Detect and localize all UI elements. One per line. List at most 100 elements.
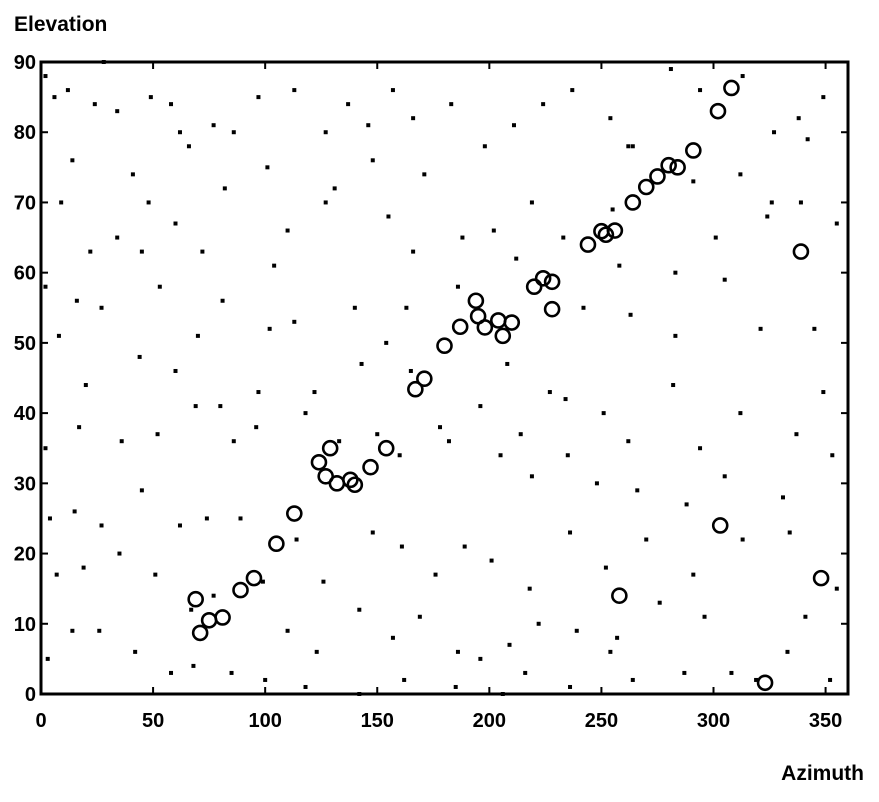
open-circle-point <box>709 102 727 120</box>
dot-point <box>449 102 454 107</box>
dot-point <box>303 684 308 689</box>
dot-point <box>173 221 178 226</box>
dot-point <box>565 453 570 458</box>
open-circle-point <box>310 453 328 471</box>
dot-point <box>402 677 407 682</box>
dot-point <box>713 235 718 240</box>
dot-point <box>698 446 703 451</box>
dot-point <box>828 677 833 682</box>
open-circle-point <box>377 439 395 457</box>
x-tick-label: 150 <box>361 710 394 732</box>
dot-point <box>523 670 528 675</box>
dot-point <box>99 305 104 310</box>
dot-point <box>460 235 465 240</box>
dot-point <box>630 144 635 149</box>
dot-point <box>698 88 703 93</box>
open-circle-point <box>597 226 615 244</box>
open-circle-point <box>606 222 624 239</box>
dot-point <box>52 95 57 100</box>
x-tick-label: 200 <box>473 710 506 732</box>
dot-point <box>417 614 422 619</box>
dot-point <box>455 649 460 654</box>
dot-point <box>455 284 460 289</box>
dot-point <box>231 130 236 135</box>
dot-point <box>139 488 144 493</box>
open-circle-point <box>624 194 642 211</box>
dot-point <box>323 130 328 135</box>
dot-point <box>568 684 573 689</box>
open-circle-point <box>660 156 677 174</box>
dot-point <box>803 614 808 619</box>
dot-point <box>478 656 483 661</box>
open-circle-point <box>593 222 610 240</box>
dot-point <box>119 439 124 444</box>
dot-point <box>601 411 606 416</box>
dot-point <box>397 453 402 458</box>
y-tick-label: 90 <box>14 52 36 74</box>
dot-point <box>323 200 328 205</box>
open-circle-point <box>245 569 263 587</box>
dot-point <box>321 579 326 584</box>
dot-point <box>729 670 734 675</box>
open-circle-point <box>407 380 424 398</box>
open-circle-point <box>649 168 666 185</box>
dot-point <box>337 439 342 444</box>
dot-point <box>256 95 261 100</box>
open-circle-point <box>321 439 339 457</box>
dot-point <box>738 411 743 416</box>
dot-point <box>229 670 234 675</box>
dot-point <box>608 649 613 654</box>
dot-point <box>97 628 102 633</box>
dot-point <box>173 368 178 373</box>
open-circle-point <box>342 471 359 489</box>
dot-point <box>478 404 483 409</box>
open-circle-point <box>685 142 702 159</box>
dot-point <box>384 340 389 345</box>
dot-point <box>399 544 404 549</box>
open-circle-point <box>792 243 810 260</box>
dot-point <box>267 326 272 331</box>
dot-point <box>482 144 487 149</box>
dot-point <box>702 614 707 619</box>
dot-point <box>263 677 268 682</box>
open-circle-point <box>525 278 543 296</box>
y-tick-label: 80 <box>14 122 36 144</box>
dot-point <box>359 361 364 366</box>
x-axis: 0 50 100 150 200 250 300 350 <box>35 62 842 732</box>
dot-point <box>256 390 261 395</box>
dot-point <box>529 474 534 479</box>
dot-point <box>453 684 458 689</box>
dot-point <box>635 488 640 493</box>
dot-point <box>115 109 120 114</box>
dot-point <box>498 453 503 458</box>
dot-point <box>386 214 391 219</box>
dot-point <box>785 649 790 654</box>
dot-point <box>204 516 209 521</box>
y-tick-label: 10 <box>14 614 36 636</box>
y-axis: 0 10 20 30 40 50 60 70 80 90 <box>14 52 848 706</box>
dot-point <box>292 88 297 93</box>
dot-point <box>740 537 745 542</box>
x-tick-label: 50 <box>142 710 164 732</box>
dot-point <box>189 607 194 612</box>
dot-point <box>404 305 409 310</box>
dot-point <box>195 333 200 338</box>
dot-point <box>794 432 799 437</box>
dot-point <box>139 249 144 254</box>
dot-point <box>617 263 622 268</box>
dot-point <box>433 572 438 577</box>
dot-point <box>56 333 61 338</box>
dot-point <box>821 390 826 395</box>
x-tick-label: 250 <box>585 710 618 732</box>
dot-point <box>130 172 135 177</box>
open-circle-point <box>191 624 209 642</box>
dot-point <box>153 572 158 577</box>
open-circle-point <box>436 337 453 354</box>
dot-point <box>574 628 579 633</box>
plot-area-frame <box>39 60 850 696</box>
dot-point <box>505 361 510 366</box>
dot-point <box>238 516 243 521</box>
dot-point <box>514 256 519 261</box>
dot-point <box>222 186 227 191</box>
open-circle-point <box>543 273 561 291</box>
